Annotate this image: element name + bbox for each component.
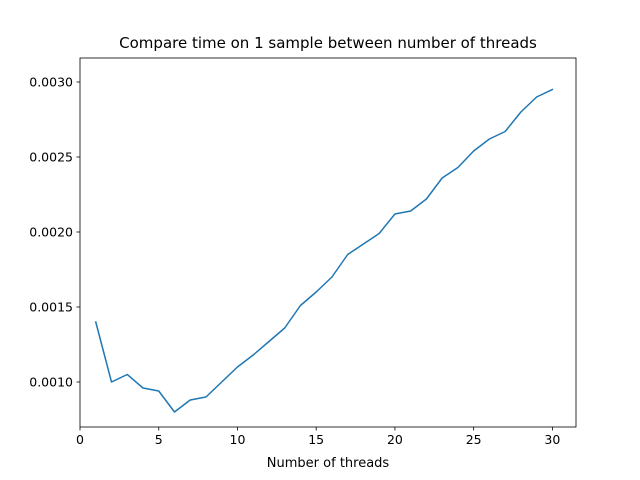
x-tick-label: 5 — [155, 432, 163, 447]
y-tick-label: 0.0025 — [29, 150, 73, 165]
y-axis-ticks: 0.0010 0.0015 0.0020 0.0025 0.0030 — [29, 75, 80, 390]
x-tick-label: 25 — [466, 432, 482, 447]
y-tick-label: 0.0015 — [29, 300, 73, 315]
x-tick-label: 10 — [230, 432, 246, 447]
y-tick-label: 0.0020 — [29, 225, 73, 240]
x-tick-label: 20 — [387, 432, 403, 447]
x-axis-label: Number of threads — [267, 456, 390, 471]
series-line-0 — [94, 88, 554, 413]
x-axis-ticks: 0 5 10 15 20 25 30 — [76, 427, 560, 447]
x-tick-label: 15 — [308, 432, 324, 447]
chart-title: Compare time on 1 sample between number … — [119, 34, 537, 52]
y-tick-label: 0.0030 — [29, 75, 73, 90]
plot-area — [79, 57, 577, 428]
x-tick-label: 0 — [76, 432, 84, 447]
x-tick-label: 30 — [544, 432, 560, 447]
axes-frame — [79, 57, 577, 428]
y-tick-label: 0.0010 — [29, 375, 73, 390]
